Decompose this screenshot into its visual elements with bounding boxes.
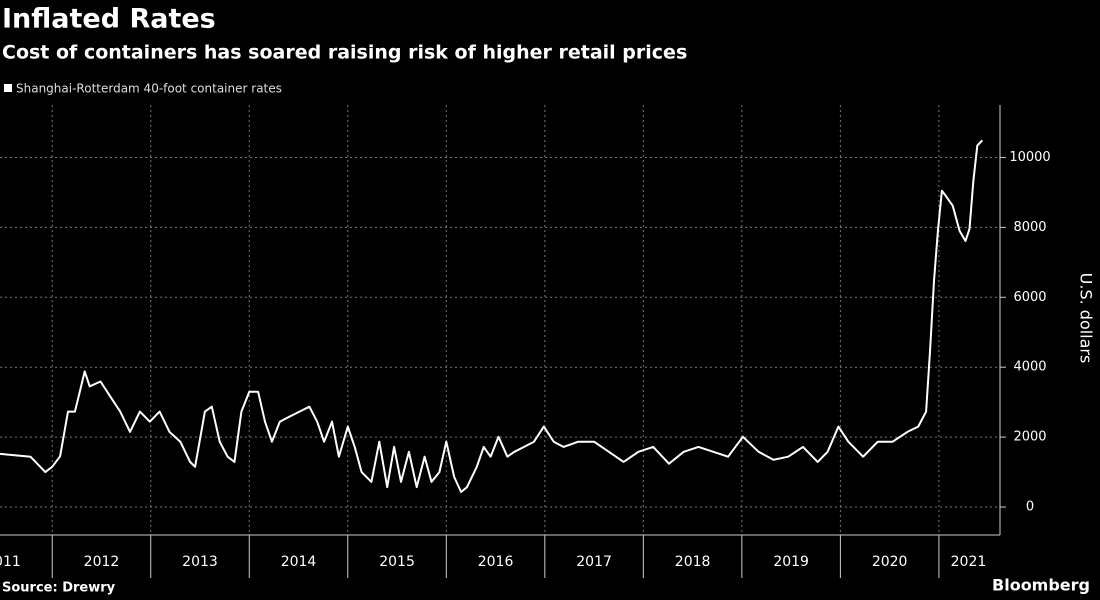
- x-tick-label: 2011: [0, 554, 21, 570]
- y-tick-label: 8000: [1013, 220, 1046, 235]
- chart-subtitle: Cost of containers has soared raising ri…: [2, 42, 687, 64]
- line: [0, 139, 984, 493]
- x-tick-label: 2013: [182, 554, 218, 570]
- x-tick-label: 2020: [872, 554, 908, 570]
- y-tick-label: 4000: [1013, 360, 1046, 375]
- source: Source: Drewry: [2, 581, 116, 596]
- x-tick-label: 2017: [576, 554, 612, 570]
- x-tick-label: 2014: [281, 554, 317, 570]
- chart-title: Inflated Rates: [2, 4, 216, 35]
- y-tick-label: 2000: [1013, 430, 1046, 445]
- legend-label: Shanghai-Rotterdam 40-foot container rat…: [16, 82, 282, 96]
- x-tick-label: 2015: [379, 554, 415, 570]
- y-tick-label: 6000: [1013, 290, 1046, 305]
- y-axis-label: U.S. dollars: [1077, 273, 1096, 364]
- x-tick-label: 2018: [675, 554, 711, 570]
- y-tick-label: 0: [1026, 500, 1034, 515]
- y-tick-label: 10000: [1009, 150, 1050, 165]
- x-tick-label: 2012: [84, 554, 120, 570]
- x-tick-label: 2016: [478, 554, 514, 570]
- legend-swatch: [4, 84, 12, 92]
- x-tick-label: 2019: [773, 554, 809, 570]
- x-tick-label: 2021: [951, 554, 987, 570]
- brand: Bloomberg: [992, 576, 1090, 595]
